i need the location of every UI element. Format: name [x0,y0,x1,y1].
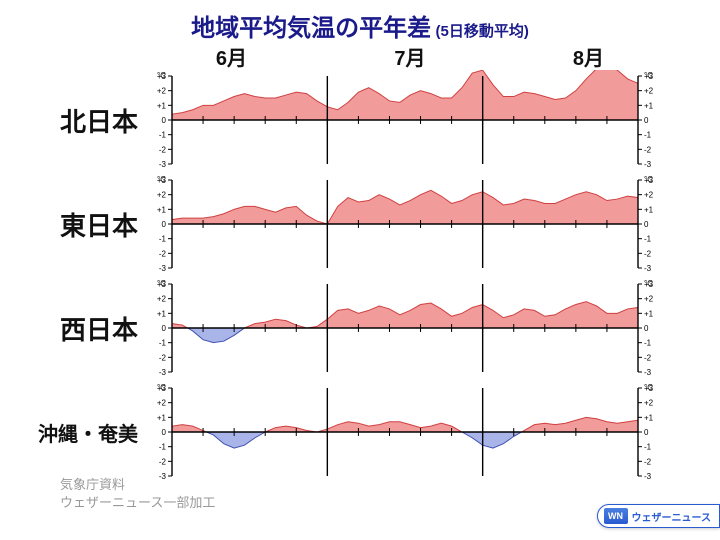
area-chart: -3-3-2-2-1-100+1+1+2+2+3+3°C°C [150,174,680,274]
svg-text:-2: -2 [159,353,167,362]
svg-text:°C: °C [157,71,166,80]
month-label: 8月 [573,42,604,71]
svg-text:°C: °C [644,383,653,392]
svg-text:-3: -3 [159,264,167,273]
svg-text:-2: -2 [159,145,167,154]
svg-text:-3: -3 [159,368,167,377]
svg-text:-3: -3 [644,264,652,273]
svg-text:+1: +1 [644,309,654,318]
svg-text:+1: +1 [157,205,167,214]
region-label: 西日本 [0,310,150,347]
svg-text:-1: -1 [644,131,652,140]
credits: 気象庁資料 ウェザーニュース一部加工 [60,476,215,512]
svg-text:+2: +2 [644,87,654,96]
svg-text:0: 0 [162,324,167,333]
svg-text:-2: -2 [644,249,652,258]
region-label: 北日本 [0,102,150,139]
svg-text:-2: -2 [644,145,652,154]
svg-text:0: 0 [644,116,649,125]
svg-text:-3: -3 [644,368,652,377]
svg-text:+1: +1 [157,309,167,318]
chart-row: 沖縄・奄美-3-3-2-2-1-100+1+1+2+2+3+3°C°C [0,380,720,484]
month-label: 7月 [394,42,425,71]
badge-text: ウェザーニュース [632,509,712,524]
wn-logo-icon: WN [604,508,628,524]
svg-text:+1: +1 [644,205,654,214]
charts-container: 北日本-3-3-2-2-1-100+1+1+2+2+3+3°C°C東日本-3-3… [0,68,720,484]
svg-text:+2: +2 [644,295,654,304]
svg-text:+2: +2 [644,191,654,200]
svg-text:°C: °C [157,279,166,288]
svg-text:-2: -2 [644,457,652,466]
svg-text:0: 0 [644,220,649,229]
chart-row: 北日本-3-3-2-2-1-100+1+1+2+2+3+3°C°C [0,68,720,172]
area-chart: -3-3-2-2-1-100+1+1+2+2+3+3°C°C [150,70,680,170]
svg-text:-1: -1 [159,339,167,348]
svg-text:-1: -1 [644,443,652,452]
svg-text:+2: +2 [157,87,167,96]
area-chart: -3-3-2-2-1-100+1+1+2+2+3+3°C°C [150,382,680,482]
svg-text:-1: -1 [159,235,167,244]
svg-text:0: 0 [644,428,649,437]
svg-text:0: 0 [644,324,649,333]
svg-text:-3: -3 [644,160,652,169]
svg-text:+2: +2 [157,399,167,408]
svg-text:-3: -3 [644,472,652,481]
svg-text:-1: -1 [644,339,652,348]
svg-text:+1: +1 [644,101,654,110]
credit-line-1: 気象庁資料 [60,476,215,494]
title-sub: (5日移動平均) [436,23,529,40]
chart-row: 東日本-3-3-2-2-1-100+1+1+2+2+3+3°C°C [0,172,720,276]
svg-text:+2: +2 [644,399,654,408]
chart-title: 地域平均気温の平年差 (5日移動平均) [0,8,720,43]
title-main: 地域平均気温の平年差 [191,15,431,42]
svg-text:+1: +1 [157,413,167,422]
svg-text:-2: -2 [159,457,167,466]
svg-text:-2: -2 [644,353,652,362]
svg-text:-1: -1 [159,131,167,140]
svg-text:°C: °C [157,175,166,184]
region-label: 沖縄・奄美 [0,418,150,447]
svg-text:0: 0 [162,428,167,437]
weathernews-badge: WN ウェザーニュース [597,504,720,528]
month-label: 6月 [216,42,247,71]
svg-text:-3: -3 [159,160,167,169]
svg-text:°C: °C [644,279,653,288]
chart-row: 西日本-3-3-2-2-1-100+1+1+2+2+3+3°C°C [0,276,720,380]
svg-text:0: 0 [162,220,167,229]
svg-text:+1: +1 [157,101,167,110]
svg-text:-1: -1 [159,443,167,452]
svg-text:-2: -2 [159,249,167,258]
svg-text:-1: -1 [644,235,652,244]
svg-text:+2: +2 [157,295,167,304]
svg-text:0: 0 [162,116,167,125]
region-label: 東日本 [0,206,150,243]
credit-line-2: ウェザーニュース一部加工 [60,494,215,512]
area-chart: -3-3-2-2-1-100+1+1+2+2+3+3°C°C [150,278,680,378]
svg-text:°C: °C [644,175,653,184]
svg-text:+1: +1 [644,413,654,422]
svg-text:+2: +2 [157,191,167,200]
svg-text:°C: °C [644,71,653,80]
svg-text:°C: °C [157,383,166,392]
